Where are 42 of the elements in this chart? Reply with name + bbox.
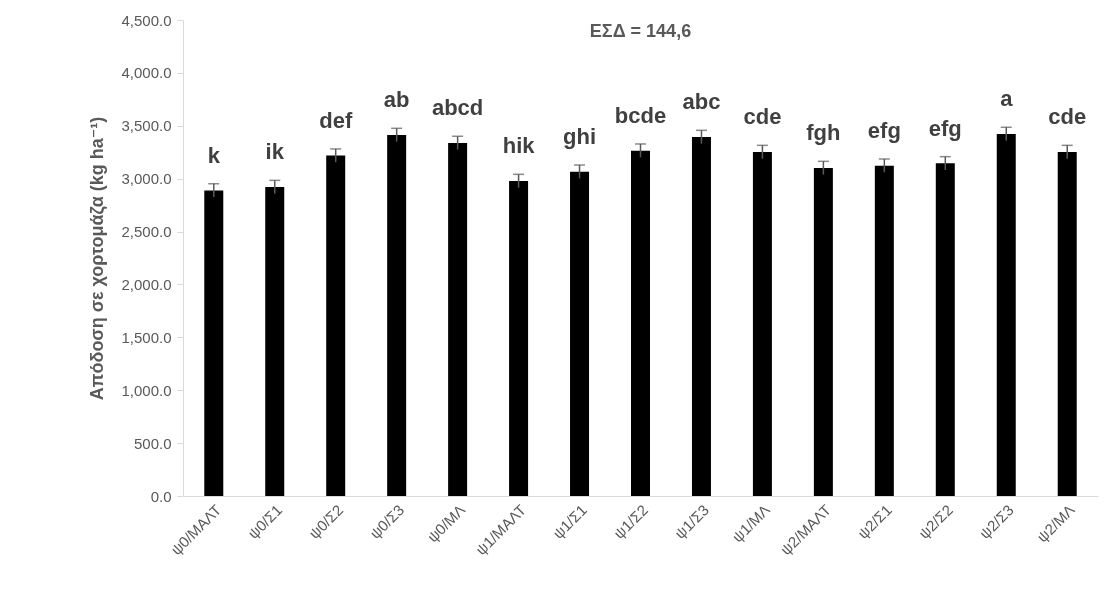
bar [1057,152,1077,496]
bar [570,171,590,496]
y-tick-label: 1,000.0 [121,381,172,399]
bar [387,134,407,496]
annotation: bcde [614,102,667,128]
annotation: hik [502,133,536,159]
y-tick-label: 2,000.0 [121,275,172,293]
annotation: abcd [431,95,484,121]
annotation: ik [265,139,285,165]
y-tick-label: 500.0 [133,434,172,452]
chart-title: ΕΣΔ = 144,6 [589,21,692,41]
annotation: fgh [806,120,841,146]
annotation: cde [1048,104,1087,130]
annotation: def [319,107,353,133]
bar [691,136,711,496]
bar [265,187,285,496]
bar [874,165,894,496]
annotation: efg [867,117,901,143]
bar [204,190,224,496]
y-tick-label: 3,000.0 [121,170,172,188]
annotation: ab [383,87,410,113]
annotation: cde [743,104,782,130]
annotation: k [207,142,221,168]
annotation: a [1000,86,1014,112]
annotation: ghi [563,124,597,150]
y-tick-label: 4,500.0 [121,11,172,29]
annotation: abc [682,89,721,115]
bar [935,163,955,496]
bar [326,155,346,496]
bar [752,152,772,496]
annotation: efg [928,115,962,141]
bar [631,150,650,496]
bar [509,180,529,496]
y-tick-label: 3,500.0 [121,117,172,135]
bar [996,133,1016,496]
y-tick-label: 4,000.0 [121,64,172,82]
y-tick-label: 2,500.0 [121,223,172,241]
bar [813,167,833,496]
y-tick-label: 1,500.0 [121,328,172,346]
y-axis-title: Απόδοση σε χορτομάζα (kg ha⁻¹) [87,116,109,401]
y-tick-label: 0.0 [150,487,172,505]
bar [448,142,468,496]
